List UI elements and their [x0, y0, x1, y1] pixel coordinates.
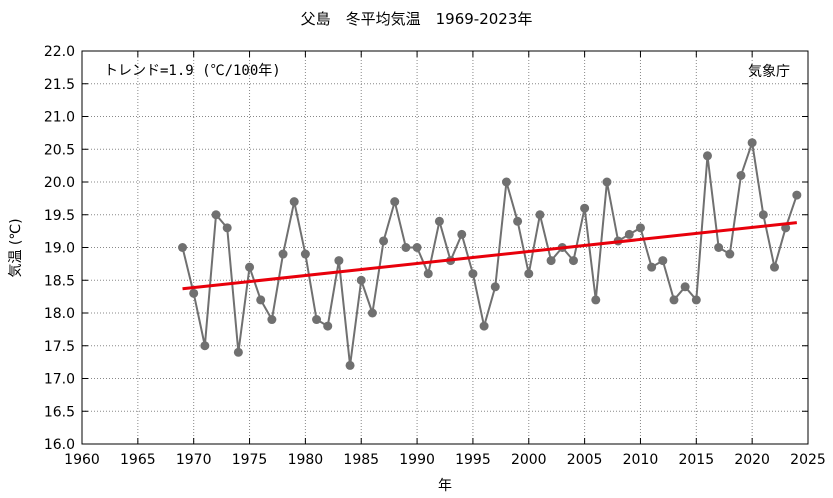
y-tick-label: 21.0: [44, 110, 75, 126]
data-point: [769, 262, 779, 272]
data-point: [647, 262, 657, 272]
trend-annotation: トレンド=1.9 (℃/100年): [104, 63, 281, 79]
chart-title: 父島 冬平均気温 1969-2023年: [300, 10, 533, 28]
trend: [182, 221, 797, 291]
data-point: [222, 223, 232, 233]
series-line: [181, 142, 798, 366]
data-point: [714, 243, 724, 252]
data-point: [345, 360, 355, 370]
data-point: [300, 249, 310, 259]
data-point: [490, 282, 500, 292]
y-tick-label: 20.0: [44, 175, 75, 191]
data-point: [178, 243, 188, 252]
x-tick-labels: 1960 1965 1970 1975 1980 1985 1990 1995 2000 2005…: [64, 452, 826, 468]
data-point: [524, 269, 534, 279]
data-point: [289, 197, 299, 207]
y-tick-label: 22.0: [44, 44, 75, 60]
y-tick-label: 17.5: [44, 339, 75, 355]
y-tick-label: 19.0: [44, 241, 75, 257]
data-point: [233, 347, 243, 357]
x-tick-label: 1995: [455, 452, 491, 468]
data-point: [367, 308, 377, 318]
x-tick-label: 1980: [288, 452, 324, 468]
data-point: [334, 256, 344, 266]
data-point: [758, 210, 768, 220]
x-tick-label: 1975: [232, 452, 268, 468]
data-point: [457, 229, 467, 239]
data-point: [669, 295, 679, 305]
y-tick-label: 16.5: [44, 404, 75, 420]
data-point: [580, 203, 590, 213]
data-point: [602, 177, 612, 187]
data-point: [245, 262, 255, 272]
data-point: [211, 210, 221, 220]
data-point: [725, 249, 735, 259]
data-point: [468, 269, 478, 279]
data-point: [546, 256, 556, 266]
x-axis-label: 年: [438, 478, 452, 494]
data-point: [356, 275, 366, 285]
data-point: [200, 341, 210, 351]
data-point: [390, 197, 400, 207]
tick-marks: [81, 50, 809, 445]
y-tick-label: 18.0: [44, 306, 75, 322]
data-point: [591, 295, 601, 305]
y-tick-label: 21.5: [44, 77, 75, 93]
y-tick-label: 17.0: [44, 372, 75, 388]
x-tick-label: 2005: [567, 452, 603, 468]
y-tick-label: 19.5: [44, 208, 75, 224]
data-point: [401, 243, 411, 252]
data-point: [635, 223, 645, 233]
x-tick-label: 2015: [678, 452, 714, 468]
source-label: 気象庁: [748, 64, 790, 80]
x-tick-label: 2020: [734, 452, 770, 468]
data-point: [736, 170, 746, 180]
grid: [82, 51, 808, 444]
y-axis-label: 気温 (℃): [8, 218, 24, 277]
y-tick-label: 18.5: [44, 273, 75, 289]
data-point: [312, 315, 322, 325]
data-point: [513, 216, 523, 226]
data-point: [412, 243, 422, 252]
x-tick-label: 1970: [176, 452, 212, 468]
data-point: [379, 236, 389, 246]
data-point: [702, 151, 712, 161]
trend-line: [182, 221, 797, 291]
x-tick-label: 2025: [790, 452, 826, 468]
data-point: [189, 288, 199, 298]
data-point: [535, 210, 545, 220]
data-point: [267, 315, 277, 325]
data-point: [658, 256, 668, 266]
y-tick-label: 20.5: [44, 142, 75, 158]
series: [178, 138, 802, 370]
data-point: [501, 177, 511, 187]
y-tick-label: 16.0: [44, 437, 75, 453]
data-point: [323, 321, 333, 331]
data-point: [624, 229, 634, 239]
data-point: [423, 269, 433, 279]
x-tick-label: 2000: [511, 452, 547, 468]
y-tick-labels: 16.0 16.5 17.0 17.5 18.0 18.5 19.0 19.5 20.0 20.5…: [44, 44, 75, 453]
data-point: [479, 321, 489, 331]
x-tick-label: 1990: [399, 452, 435, 468]
data-point: [691, 295, 701, 305]
data-point: [781, 223, 791, 233]
x-tick-label: 1985: [343, 452, 379, 468]
data-point: [434, 216, 444, 226]
data-point: [256, 295, 266, 305]
data-point: [278, 249, 288, 259]
x-tick-label: 1965: [120, 452, 156, 468]
data-point: [792, 190, 802, 200]
data-point: [568, 256, 578, 266]
x-tick-label: 2010: [623, 452, 659, 468]
x-tick-label: 1960: [64, 452, 100, 468]
data-point: [747, 138, 757, 148]
data-point: [680, 282, 690, 292]
